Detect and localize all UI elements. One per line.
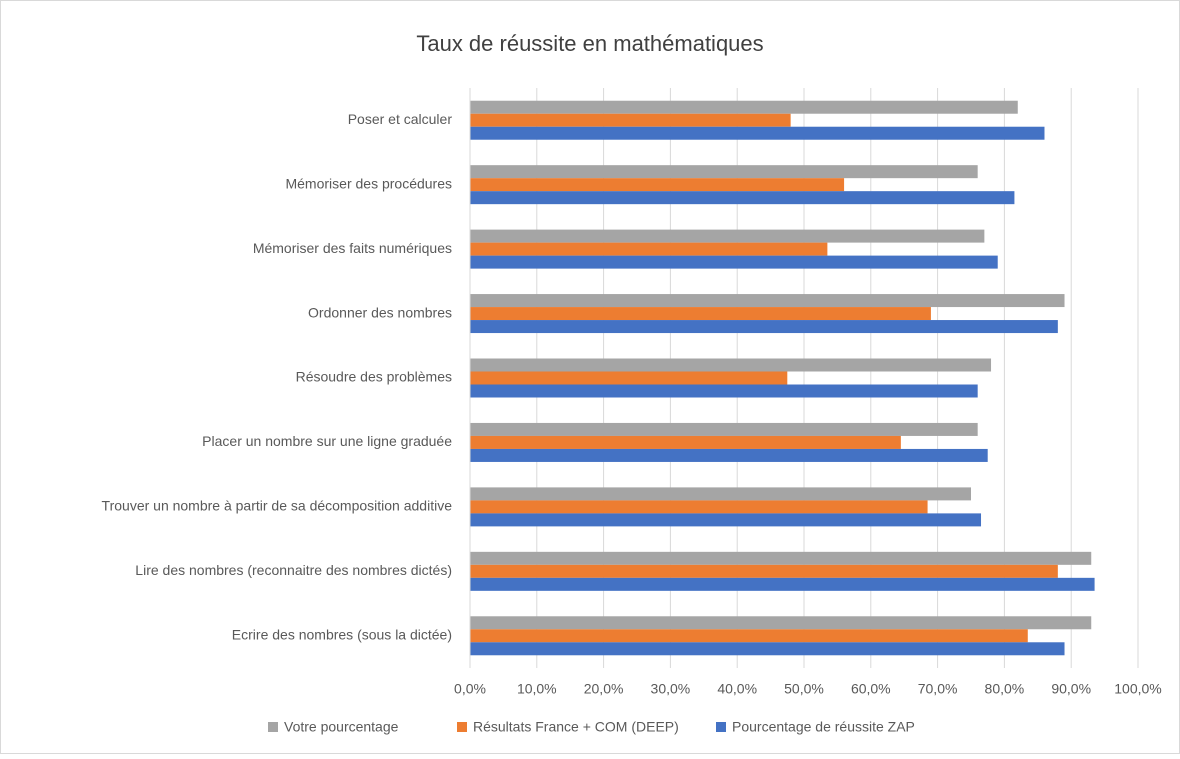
bar [470,487,971,501]
legend-swatch [716,722,726,732]
y-tick-label: Lire des nombres (reconnaitre des nombre… [135,562,452,578]
bar [470,242,828,256]
bar [470,255,998,269]
x-tick-label: 90,0% [1051,681,1091,697]
bar [470,577,1095,591]
x-tick-label: 20,0% [584,681,624,697]
x-tick-label: 50,0% [784,681,824,697]
y-tick-label: Ecrire des nombres (sous la dictée) [232,626,452,642]
x-tick-label: 30,0% [651,681,691,697]
x-tick-label: 60,0% [851,681,891,697]
x-tick-label: 80,0% [985,681,1025,697]
bar [470,191,1015,205]
bar [470,616,1092,630]
bar [470,435,901,449]
bar [470,320,1058,334]
bar [470,384,978,398]
y-tick-label: Ordonner des nombres [308,304,452,320]
bar [470,294,1065,308]
bar [470,229,985,243]
y-tick-label: Placer un nombre sur une ligne graduée [202,433,452,449]
x-tick-label: 70,0% [918,681,958,697]
legend-label: Pourcentage de réussite ZAP [732,719,915,735]
bar [470,165,978,179]
bar [470,564,1058,578]
x-tick-label: 10,0% [517,681,557,697]
legend-label: Votre pourcentage [284,719,399,735]
bar [470,358,992,372]
bar [470,126,1045,140]
x-tick-label: 0,0% [454,681,486,697]
y-tick-label: Poser et calculer [348,111,453,127]
bar [470,448,988,462]
legend-swatch [268,722,278,732]
bar [470,100,1018,114]
y-tick-label: Résoudre des problèmes [296,369,452,385]
chart-title: Taux de réussite en mathématiques [416,31,763,56]
bar [470,551,1092,565]
legend-label: Résultats France + COM (DEEP) [473,719,679,735]
bar [470,500,928,514]
bar [470,178,845,192]
y-tick-label: Mémoriser des procédures [285,175,452,191]
bar [470,113,791,127]
bar [470,642,1065,656]
bar [470,422,978,436]
legend-swatch [457,722,467,732]
y-tick-label: Mémoriser des faits numériques [253,240,452,256]
x-tick-label: 100,0% [1114,681,1161,697]
bar [470,513,982,527]
bar [470,307,931,321]
bar [470,629,1028,643]
x-tick-label: 40,0% [717,681,757,697]
y-tick-label: Trouver un nombre à partir de sa décompo… [102,498,453,514]
bar [470,371,788,385]
